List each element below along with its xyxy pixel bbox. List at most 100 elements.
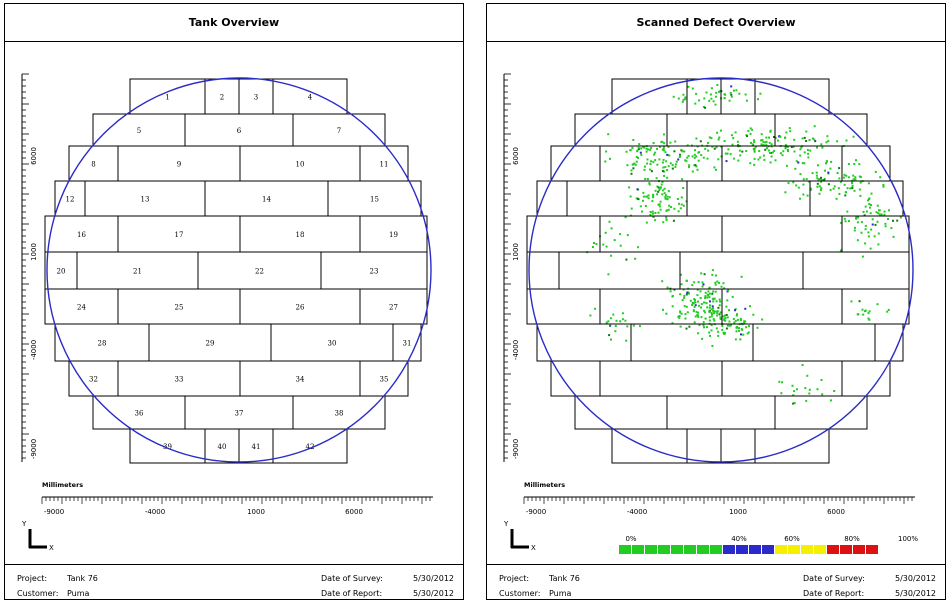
defect-marker: [608, 334, 611, 337]
defect-marker: [712, 307, 714, 309]
defect-marker: [708, 296, 711, 299]
defect-marker: [696, 168, 699, 171]
defect-marker: [668, 196, 671, 199]
defect-marker: [892, 235, 895, 238]
defect-marker: [806, 194, 809, 197]
defect-marker: [701, 285, 704, 288]
defect-marker: [876, 220, 879, 223]
defect-marker: [694, 315, 697, 318]
defect-marker: [864, 228, 867, 231]
defect-marker: [679, 155, 681, 158]
defect-marker: [662, 166, 665, 169]
customer-value: Puma: [549, 589, 572, 598]
defect-marker: [643, 146, 646, 149]
plate-number: 23: [370, 268, 379, 276]
defect-marker: [635, 156, 638, 158]
defect-marker: [673, 288, 676, 291]
legend-swatch: [736, 545, 748, 554]
defect-marker: [877, 232, 880, 235]
defect-marker: [715, 91, 718, 94]
defect-marker: [716, 84, 719, 86]
defect-marker: [686, 144, 689, 147]
defect-marker: [703, 301, 706, 304]
defect-marker: [756, 326, 759, 329]
defect-marker: [726, 316, 729, 319]
defect-marker: [753, 163, 756, 166]
project-value: Tank 76: [67, 574, 98, 583]
defect-marker: [736, 313, 738, 316]
defect-marker: [695, 92, 698, 95]
defect-marker: [644, 178, 647, 180]
defect-marker: [887, 218, 889, 220]
plate-number: 11: [380, 161, 389, 169]
defect-marker: [658, 189, 661, 192]
defect-marker: [784, 144, 787, 147]
defect-marker: [738, 327, 740, 330]
defect-marker: [725, 305, 728, 308]
defect-marker: [793, 138, 796, 141]
defect-marker: [699, 290, 702, 293]
defect-marker: [734, 131, 737, 134]
defect-marker: [704, 106, 707, 109]
defect-marker: [769, 161, 772, 164]
tank-plate: [526, 288, 601, 325]
plate-number: 12: [66, 196, 75, 204]
defect-marker: [661, 280, 664, 283]
tank-plate: [611, 428, 688, 464]
defect-marker: [697, 281, 700, 284]
vertical-ruler-label: -4000: [512, 340, 520, 360]
defect-marker: [604, 231, 607, 234]
defect-marker: [823, 179, 826, 182]
defect-marker: [711, 292, 714, 295]
defect-marker: [663, 170, 666, 173]
defect-marker: [697, 315, 700, 318]
defect-marker: [753, 141, 756, 143]
defect-marker: [715, 327, 718, 330]
defect-marker: [691, 87, 694, 90]
defect-marker: [689, 299, 692, 302]
defect-marker: [851, 182, 853, 185]
plate-number: 3: [254, 94, 258, 102]
defect-marker: [607, 320, 610, 323]
tank-plate: [599, 215, 723, 253]
defect-marker: [728, 99, 731, 102]
defect-marker: [710, 324, 713, 327]
defect-marker: [711, 273, 714, 276]
defect-marker: [845, 191, 847, 194]
defect-marker: [681, 299, 684, 302]
defect-marker: [706, 326, 708, 329]
defect-marker: [650, 170, 653, 173]
project-value: Tank 76: [549, 574, 580, 583]
project-label: Project:: [17, 574, 48, 583]
horizontal-ruler-label: -9000: [526, 508, 546, 516]
defect-marker: [612, 313, 615, 316]
defect-marker: [854, 176, 857, 179]
defect-marker: [720, 129, 722, 132]
defect-marker: [742, 333, 745, 336]
defect-marker: [708, 331, 711, 334]
defect-marker: [630, 172, 633, 175]
defect-marker: [648, 183, 651, 186]
defect-marker: [661, 180, 664, 183]
defect-marker: [691, 284, 694, 287]
defect-marker: [877, 243, 880, 246]
defect-marker: [680, 283, 683, 286]
defect-marker: [788, 127, 791, 130]
defect-marker: [740, 327, 743, 330]
defect-marker: [686, 311, 689, 314]
defect-marker: [718, 90, 721, 93]
panel-title: Tank Overview: [5, 4, 463, 42]
defect-marker: [684, 98, 687, 101]
defect-marker: [664, 194, 667, 197]
defect-marker: [843, 173, 846, 176]
defect-marker: [676, 198, 679, 200]
defect-marker: [840, 221, 843, 224]
defect-marker: [732, 89, 735, 92]
defect-marker: [876, 204, 879, 207]
defect-marker: [644, 165, 646, 168]
defect-marker: [811, 172, 814, 175]
defect-marker: [813, 125, 816, 128]
vertical-ruler-label: -9000: [512, 439, 520, 459]
defect-marker: [808, 388, 811, 391]
defect-marker: [642, 191, 645, 194]
